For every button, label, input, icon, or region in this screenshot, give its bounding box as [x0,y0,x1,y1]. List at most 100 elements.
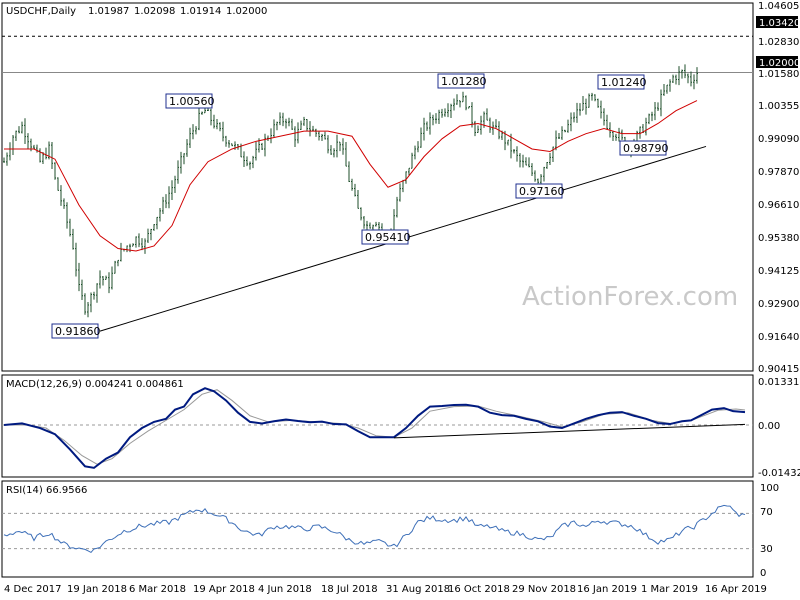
watermark: ActionForex.com [522,282,738,312]
rsi-tick: 30 [760,544,773,555]
ohlc-bar [246,156,248,167]
ohlc-bar [576,102,578,123]
ohlc-bar [129,243,131,253]
ohlc-bar [255,142,257,161]
ohlc-bar [471,102,473,128]
ohlc-bar [57,177,59,191]
ohlc-bar [537,178,539,184]
price-tick: 1.02830 [758,37,799,48]
price-annotations: 0.91860 1.00560 0.95410 1.01280 0.97160 1.012… [51,73,669,339]
ohlc-bar [243,151,245,167]
ohlc-bar [666,84,668,94]
ohlc-bar [558,133,560,140]
ohlc-bar [231,143,233,147]
ohlc-bar [78,262,80,292]
ohlc-bar [444,108,446,117]
ohlc-bar [477,125,479,133]
ohlc-bar [525,157,527,166]
price-tick: 0.95380 [758,233,799,244]
ohlc-bar [396,196,398,218]
ohlc-bar [135,236,137,248]
ohlc-bar [291,118,293,130]
ohlc-bar [648,113,650,125]
macd-trendline [393,423,746,439]
ohlc-bar [186,139,188,157]
ohlc-bar [195,126,197,135]
ohlc-bar [225,135,227,147]
ohlc-bar [621,129,623,141]
ohlc-bar [567,119,569,133]
symbol-label: USDCHF,Daily [6,6,76,17]
ohlc-bar [303,116,305,126]
rsi-panel [1,480,754,578]
date-tick: 16 Oct 2018 [448,584,510,595]
ohlc-bar [300,120,302,131]
ohlc-bar [495,119,497,129]
ohlc-bar [678,66,680,86]
ohlc-bar [99,270,101,289]
ohlc-bar [222,121,224,142]
ohlc-bar [375,221,377,227]
rsi-axis: 100 70 30 0 [760,483,779,579]
price-annotation: 0.97160 [515,183,565,199]
price-tick: 1.01580 [758,69,799,80]
ohlc-bar [201,111,203,115]
svg-text:0.91860: 0.91860 [55,325,101,338]
ohlc-bar [321,133,323,141]
ohlc-bar [417,141,419,153]
date-tick: 6 Mar 2018 [129,584,186,595]
ohlc-bar [228,139,230,148]
macd-tick: 0.00 [758,421,780,432]
ohlc-low: 1.01914 [180,6,221,17]
ohlc-bar [426,121,428,131]
ohlc-bar [3,157,5,163]
ohlc-bar [669,79,671,92]
ohlc-bar [570,112,572,132]
date-tick: 19 Jan 2018 [67,584,127,595]
ohlc-bar [639,126,641,139]
svg-text:0.95410: 0.95410 [365,231,411,244]
price-tick: 0.97870 [758,167,799,178]
ohlc-bar [42,152,44,164]
ohlc-bar [336,134,338,158]
ohlc-bar [183,153,185,165]
moving-average-line [4,100,698,252]
ohlc-bar [663,83,665,96]
macd-title: MACD(12,26,9) 0.004241 0.004861 [6,379,184,390]
ohlc-bar [69,218,71,237]
ohlc-bar [51,141,53,170]
ohlc-bar [438,109,440,125]
price-tick: 0.91640 [758,332,799,343]
ohlc-bar [531,163,533,177]
ohlc-bar [405,171,407,184]
ohlc-bar [597,98,599,108]
ohlc-bar [180,151,182,174]
ohlc-bar [414,145,416,160]
ohlc-bar [411,152,413,169]
ohlc-bar [153,224,155,231]
ohlc-bar [117,259,119,267]
date-tick: 29 Nov 2018 [512,584,576,595]
ohlc-bar [429,112,431,135]
ohlc-bar [510,133,512,159]
ohlc-bar [162,196,164,215]
ohlc-bar [459,100,461,108]
resistance-price-label: 1.03420 [759,18,800,29]
ohlc-bar [81,279,83,300]
ohlc-bar [60,185,62,206]
ohlc-bar [546,161,548,169]
ohlc-bar [354,183,356,197]
ohlc-bar [657,102,659,111]
ohlc-bar [6,152,8,166]
ohlc-bar [84,293,86,315]
ohlc-bar [360,207,362,221]
ohlc-bar [516,146,518,162]
ohlc-bar [573,112,575,123]
ohlc-bar [456,94,458,105]
ohlc-close: 1.02000 [226,6,267,17]
ohlc-bar [174,175,176,194]
ohlc-bar [318,131,320,141]
ohlc-bar [39,148,41,163]
ohlc-bar [87,301,89,318]
price-axis: 1.04605 1.02830 1.01580 1.00355 0.99090 … [758,1,799,375]
